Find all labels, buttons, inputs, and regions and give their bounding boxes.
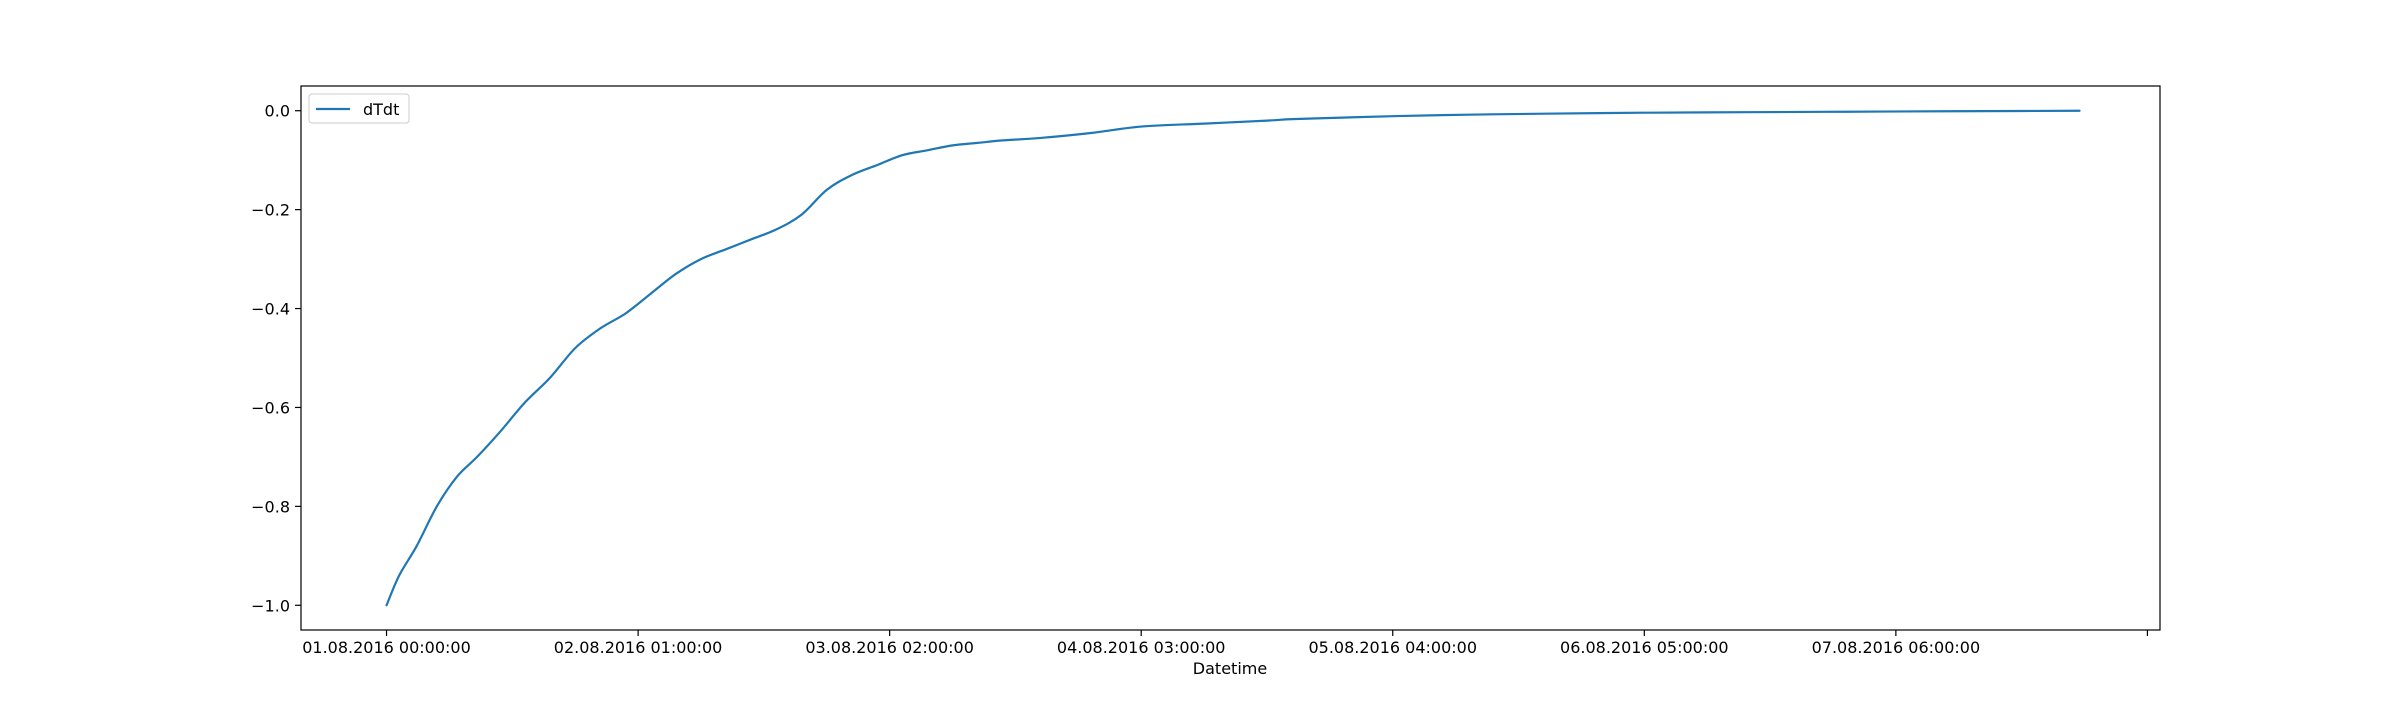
legend-box bbox=[308, 93, 410, 124]
plot-area bbox=[301, 86, 2160, 630]
y-tick-label: −1.0 bbox=[251, 596, 290, 615]
plot-frame bbox=[300, 85, 2161, 631]
series-line-0 bbox=[385, 109, 2081, 607]
x-tick-label: 06.08.2016 05:00:00 bbox=[1560, 638, 1729, 657]
y-tick-label: −0.4 bbox=[251, 300, 290, 319]
series-layer bbox=[385, 109, 2081, 607]
legend: dTdt bbox=[308, 93, 410, 124]
y-axis-ticks: 0.0 −0.2 −0.4 −0.6 −0.8 −1.0 bbox=[251, 102, 301, 615]
x-axis-label: Datetime bbox=[1193, 659, 1267, 678]
x-tick-label: 05.08.2016 04:00:00 bbox=[1308, 638, 1477, 657]
y-tick-label: 0.0 bbox=[265, 102, 290, 121]
y-tick-label: −0.8 bbox=[251, 497, 290, 516]
x-tick-label: 04.08.2016 03:00:00 bbox=[1057, 638, 1226, 657]
y-tick-label: −0.2 bbox=[251, 201, 290, 220]
x-tick-label: 07.08.2016 06:00:00 bbox=[1812, 638, 1981, 657]
x-tick-label: 02.08.2016 01:00:00 bbox=[554, 638, 723, 657]
x-axis-ticks: 01.08.2016 00:00:00 02.08.2016 01:00:00 03… bbox=[302, 630, 2149, 657]
legend-label: dTdt bbox=[363, 100, 399, 119]
x-tick-label: 03.08.2016 02:00:00 bbox=[805, 638, 974, 657]
x-tick-label: 01.08.2016 00:00:00 bbox=[302, 638, 471, 657]
y-tick-label: −0.6 bbox=[251, 398, 290, 417]
